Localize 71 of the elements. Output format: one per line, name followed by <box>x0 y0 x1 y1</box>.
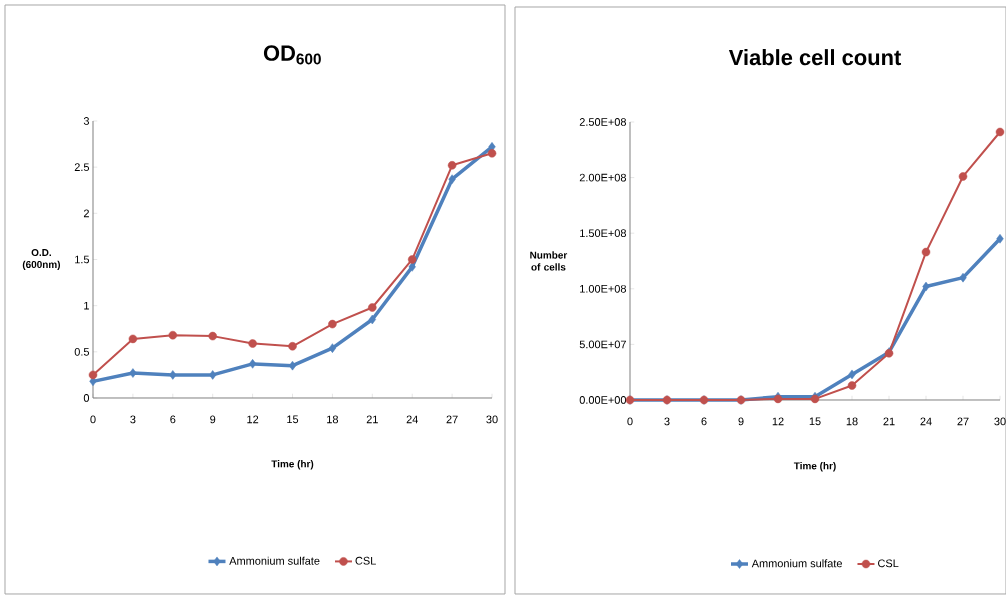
y-tick-label: 2.50E+08 <box>579 118 626 126</box>
x-tick-label: 27 <box>446 415 458 424</box>
point <box>959 272 967 283</box>
y-tick-label: 1 <box>84 301 89 310</box>
x-tick-label: 27 <box>957 417 969 426</box>
point <box>168 330 178 340</box>
x-tick-label: 21 <box>883 417 895 426</box>
x-tick-label: 18 <box>327 415 339 424</box>
x-tick-label: 24 <box>406 415 418 424</box>
point <box>447 161 457 170</box>
x-tick-label: 6 <box>170 415 176 424</box>
y-tick-label: 1.50E+08 <box>580 229 626 238</box>
legend-label: Ammonium sulfate <box>229 556 320 565</box>
point <box>368 303 377 312</box>
y-tick-label: 1.00E+08 <box>580 284 626 293</box>
legend-label: Ammonium sulfate <box>751 559 842 568</box>
point <box>288 342 297 351</box>
x-tick-label: 15 <box>809 417 821 426</box>
point <box>88 370 98 380</box>
y-tick-label: 5.00E+07 <box>579 340 626 349</box>
chart-title: OD$_{600}$ <box>263 45 321 65</box>
x-tick-label: 0 <box>627 417 633 426</box>
point <box>487 149 497 158</box>
x-tick-label: 0 <box>90 415 96 424</box>
y-axis-title: O.D. (600nm) <box>22 249 61 270</box>
point <box>368 314 376 325</box>
legend-label: CSL <box>878 559 899 568</box>
x-tick-label: 9 <box>738 417 744 426</box>
x-axis-title: Time (hr) <box>793 462 836 472</box>
x-tick-label: 12 <box>247 415 259 424</box>
y-tick-label: 3 <box>83 117 89 125</box>
point <box>921 247 931 257</box>
legend-label: CSL <box>355 556 376 565</box>
x-tick-label: 15 <box>287 415 299 424</box>
x-tick-label: 3 <box>130 415 136 424</box>
point <box>448 174 456 184</box>
y-tick-label: 2.00E+08 <box>579 173 626 182</box>
y-tick-label: 2 <box>83 209 89 218</box>
point <box>208 331 217 341</box>
y-tick-label: 2.5 <box>74 163 90 172</box>
y-tick-label: 0.00E+00 <box>579 396 627 404</box>
chart-title: Viable cell count <box>728 49 902 66</box>
point <box>996 234 1004 244</box>
point <box>328 343 337 353</box>
point <box>128 334 138 344</box>
point <box>848 369 856 380</box>
point <box>209 370 217 380</box>
point <box>248 339 257 348</box>
point <box>847 381 857 390</box>
point <box>407 255 417 264</box>
x-tick-label: 21 <box>366 415 378 424</box>
point <box>169 370 177 380</box>
x-tick-label: 12 <box>772 417 784 426</box>
x-tick-label: 6 <box>701 417 707 426</box>
point <box>129 368 137 378</box>
point <box>922 281 930 292</box>
x-tick-label: 30 <box>994 417 1006 426</box>
point <box>328 319 337 329</box>
y-tick-label: 0.5 <box>74 347 90 356</box>
point <box>995 127 1005 137</box>
x-tick-label: 3 <box>664 417 670 426</box>
point <box>958 172 968 181</box>
x-axis-title: Time (hr) <box>271 460 314 470</box>
y-tick-label: 1.5 <box>75 255 90 264</box>
x-tick-label: 30 <box>486 415 498 424</box>
y-tick-label: 0 <box>83 394 90 402</box>
point <box>248 359 257 369</box>
x-tick-label: 9 <box>210 415 216 424</box>
x-tick-label: 18 <box>846 417 858 426</box>
x-tick-label: 24 <box>920 417 932 426</box>
y-axis-title: Number of cells <box>530 251 568 271</box>
